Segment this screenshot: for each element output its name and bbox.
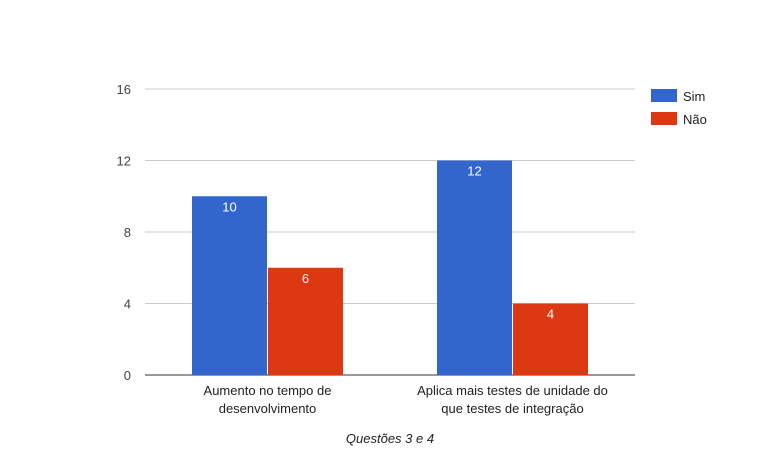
bar-sim xyxy=(437,160,512,375)
x-tick-label-line: que testes de integração xyxy=(441,401,583,416)
data-label: 6 xyxy=(302,271,309,286)
legend-swatch xyxy=(651,112,677,125)
y-tick-label: 8 xyxy=(124,225,131,240)
data-label: 10 xyxy=(222,199,236,214)
data-labels: 10 6 12 4 xyxy=(222,164,554,322)
x-axis-title: Questões 3 e 4 xyxy=(346,431,434,446)
x-tick-label-line: Aumento no tempo de xyxy=(204,383,332,398)
x-tick-label: Aumento no tempo de desenvolvimento xyxy=(204,383,332,416)
y-tick-label: 12 xyxy=(117,154,131,169)
bar-sim xyxy=(192,196,267,375)
y-axis-ticks: 0 4 8 12 16 xyxy=(117,82,131,383)
x-tick-label-line: Aplica mais testes de unidade do xyxy=(417,383,608,398)
data-label: 4 xyxy=(547,307,554,322)
y-tick-label: 4 xyxy=(124,297,131,312)
x-tick-label-line: desenvolvimento xyxy=(219,401,317,416)
x-axis-ticks: Aumento no tempo de desenvolvimento Aplica… xyxy=(204,383,608,416)
y-tick-label: 0 xyxy=(124,368,131,383)
bar-n-o xyxy=(268,267,343,375)
data-label: 12 xyxy=(467,164,481,179)
legend-label: Sim xyxy=(683,89,705,104)
bar-n-o xyxy=(513,303,588,375)
legend-label: Não xyxy=(683,112,707,127)
y-tick-label: 16 xyxy=(117,82,131,97)
legend: Sim Não xyxy=(651,89,707,127)
bars xyxy=(192,160,588,375)
x-tick-label: Aplica mais testes de unidade do que test… xyxy=(417,383,608,416)
legend-swatch xyxy=(651,89,677,102)
